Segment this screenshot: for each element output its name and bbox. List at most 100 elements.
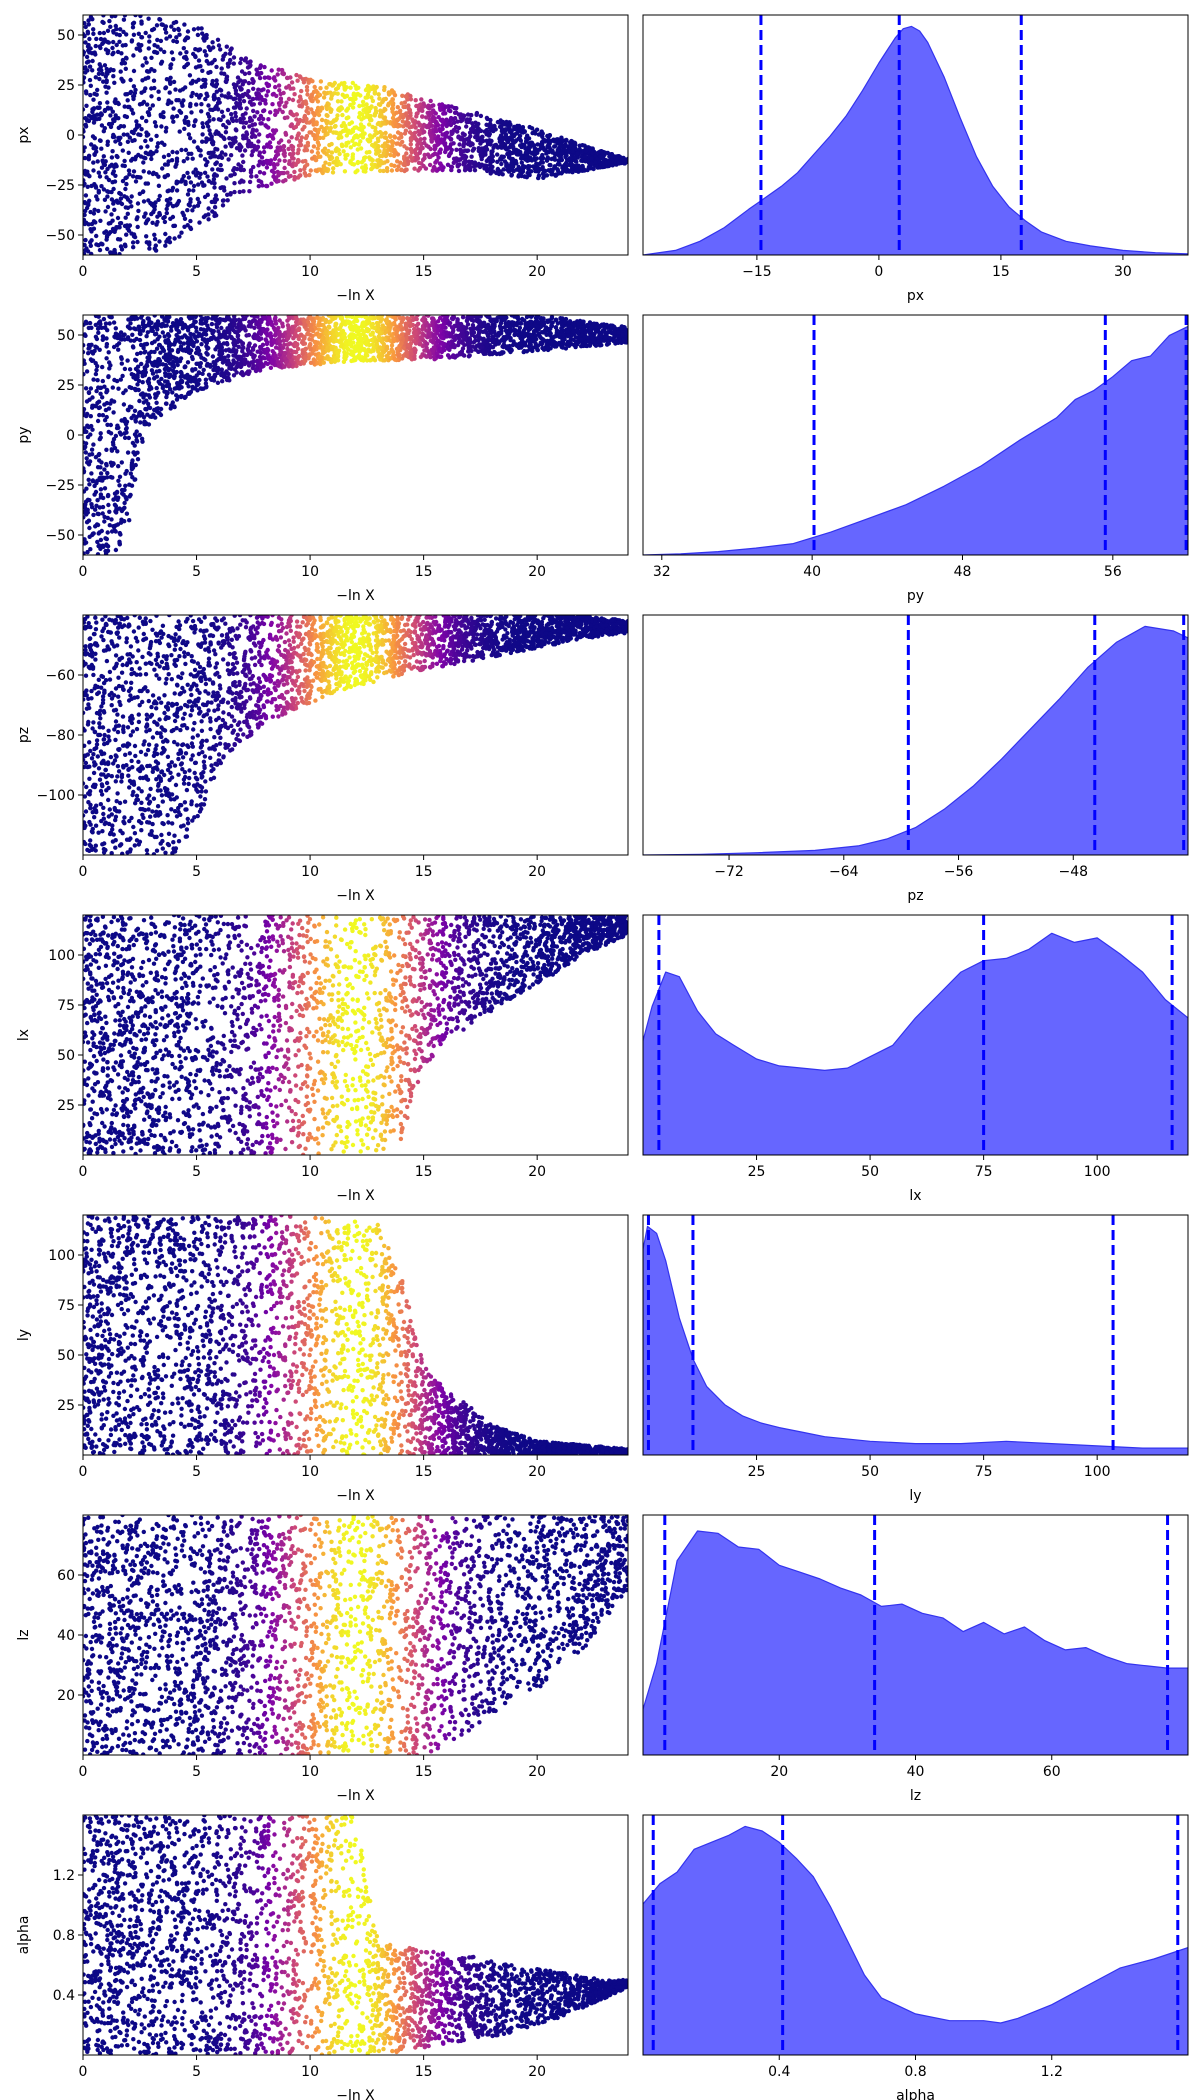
sample-point (338, 162, 343, 167)
sample-point (206, 103, 211, 108)
sample-point (361, 158, 366, 163)
sample-point (589, 161, 594, 166)
sample-point (121, 29, 126, 35)
sample-point (172, 236, 177, 241)
sample-point (381, 168, 386, 174)
sample-point (383, 130, 388, 136)
sample-point (343, 156, 348, 161)
sample-point (517, 123, 522, 129)
sample-point (293, 175, 298, 180)
sample-point (138, 15, 143, 19)
sample-point (194, 383, 200, 388)
sample-point (615, 155, 621, 161)
sample-point (114, 26, 119, 32)
sample-point (242, 148, 248, 153)
sample-point (452, 110, 458, 116)
sample-point (241, 133, 246, 138)
sample-point (125, 132, 130, 137)
sample-point (376, 150, 381, 155)
sample-point (340, 92, 345, 98)
sample-point (129, 483, 135, 488)
sample-point (112, 118, 117, 124)
sample-point (434, 143, 440, 148)
sample-point (219, 93, 224, 98)
sample-point (95, 552, 101, 555)
sample-point (179, 179, 184, 184)
sample-point (200, 139, 205, 144)
sample-point (318, 106, 323, 111)
sample-point (560, 138, 565, 143)
sample-point (171, 57, 176, 62)
sample-point (93, 75, 99, 80)
y-tick-label: 25 (57, 78, 75, 94)
sample-point (310, 79, 315, 84)
sample-point (457, 162, 462, 167)
sample-point (363, 95, 368, 100)
sample-point (87, 525, 92, 531)
sample-point (522, 142, 527, 148)
sample-point (434, 129, 439, 134)
sample-point (306, 79, 311, 84)
sample-point (102, 402, 107, 407)
sample-point (117, 39, 122, 44)
sample-point (422, 129, 427, 135)
sample-point (182, 216, 188, 221)
sample-point (564, 157, 570, 162)
sample-point (289, 122, 294, 127)
sample-point (236, 162, 241, 167)
sample-point (334, 156, 340, 161)
sample-point (303, 158, 308, 164)
sample-point (414, 156, 419, 162)
sample-point (103, 47, 109, 52)
sample-point (375, 136, 381, 141)
sample-point (111, 186, 116, 192)
sample-point (155, 141, 161, 146)
sample-point (284, 100, 289, 105)
sample-point (99, 123, 105, 128)
sample-point (240, 153, 245, 158)
sample-point (155, 144, 160, 149)
sample-point (340, 112, 345, 118)
sample-point (96, 208, 101, 214)
sample-point (153, 124, 159, 129)
sample-point (103, 209, 108, 214)
sample-point (270, 92, 275, 97)
sample-point (315, 146, 320, 151)
sample-point (104, 90, 109, 95)
sample-point (198, 153, 203, 158)
sample-point (177, 88, 183, 93)
sample-point (381, 97, 387, 102)
sample-point (164, 36, 169, 41)
sample-point (85, 549, 90, 555)
sample-point (84, 486, 89, 491)
sample-point (218, 117, 223, 123)
sample-point (213, 347, 218, 352)
sample-point (394, 117, 400, 123)
sample-point (211, 177, 217, 182)
sample-point (106, 221, 112, 226)
sample-point (154, 23, 160, 28)
sample-point (94, 503, 99, 508)
sample-point (118, 27, 123, 32)
sample-point (199, 102, 204, 107)
sample-point (440, 324, 445, 329)
sample-point (152, 232, 157, 237)
sample-point (589, 156, 594, 161)
sample-point (408, 93, 413, 99)
sample-point (122, 104, 127, 109)
sample-point (241, 159, 246, 165)
sample-point (329, 150, 335, 155)
sample-point (103, 229, 109, 234)
sample-point (317, 167, 323, 172)
sample-point (464, 119, 469, 125)
sample-point (406, 159, 411, 164)
sample-point (257, 94, 263, 99)
sample-point (290, 147, 295, 152)
sample-point (378, 158, 383, 164)
sample-point (202, 34, 207, 39)
sample-point (405, 123, 410, 128)
sample-point (422, 152, 427, 158)
sample-point (517, 133, 523, 138)
sample-point (131, 130, 136, 136)
sample-point (196, 47, 201, 52)
